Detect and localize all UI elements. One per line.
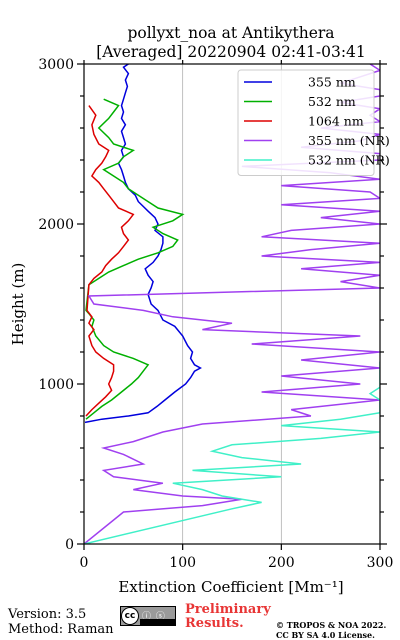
preliminary-line-2: Results. bbox=[185, 616, 244, 631]
legend-label: 532 nm bbox=[308, 94, 356, 109]
chart-title: pollyxt_noa at Antikythera bbox=[127, 24, 334, 42]
legend-label: 1064 nm bbox=[308, 114, 364, 129]
y-axis-label: Height (m) bbox=[9, 263, 27, 346]
series-line bbox=[84, 361, 380, 544]
by-sa-icons: ⓘ ⓢ bbox=[142, 612, 166, 622]
copyright-line-1: © TROPOS & NOA 2022. bbox=[276, 620, 387, 630]
x-tick-label: 200 bbox=[268, 555, 295, 571]
preliminary-results-note: Preliminary Results. bbox=[185, 603, 271, 631]
y-tick-label: 1000 bbox=[38, 377, 74, 393]
series-line bbox=[84, 64, 202, 424]
method-text: Method: Raman bbox=[8, 622, 114, 637]
legend: 355 nm 532 nm 1064 nm 355 nm (NR) 532 nm (NR… bbox=[237, 69, 390, 176]
preliminary-line-1: Preliminary bbox=[185, 602, 271, 617]
x-tick-label: 0 bbox=[80, 555, 89, 571]
series-line bbox=[84, 64, 380, 544]
x-tick-label: 300 bbox=[367, 555, 394, 571]
legend-label: 355 nm (NR) bbox=[308, 133, 390, 148]
plot-frame bbox=[83, 63, 381, 545]
y-tick-label: 3000 bbox=[38, 57, 74, 73]
y-tick-label: 0 bbox=[65, 537, 74, 553]
legend-label: 532 nm (NR) bbox=[308, 153, 390, 168]
x-tick-label: 100 bbox=[169, 555, 196, 571]
x-axis-label: Extinction Coefficient [Mm⁻¹] bbox=[118, 578, 343, 596]
cc-license-badge[interactable]: cc ⓘ ⓢ bbox=[120, 606, 176, 626]
cc-strip bbox=[140, 619, 175, 625]
legend-box bbox=[237, 69, 375, 176]
legend-label: 355 nm bbox=[308, 75, 356, 90]
extinction-chart: pollyxt_noa at Antikythera [Averaged] 20… bbox=[9, 24, 393, 596]
version-text: Version: 3.5 bbox=[8, 607, 87, 622]
chart-subtitle: [Averaged] 20220904 02:41-03:41 bbox=[96, 43, 366, 61]
cc-icon: cc bbox=[121, 607, 139, 625]
copyright-note: © TROPOS & NOA 2022. CC BY SA 4.0 Licens… bbox=[276, 620, 386, 640]
y-tick-label: 2000 bbox=[38, 217, 74, 233]
copyright-line-2: CC BY SA 4.0 License. bbox=[276, 630, 375, 640]
series-line bbox=[85, 98, 185, 420]
series-line bbox=[85, 105, 135, 417]
